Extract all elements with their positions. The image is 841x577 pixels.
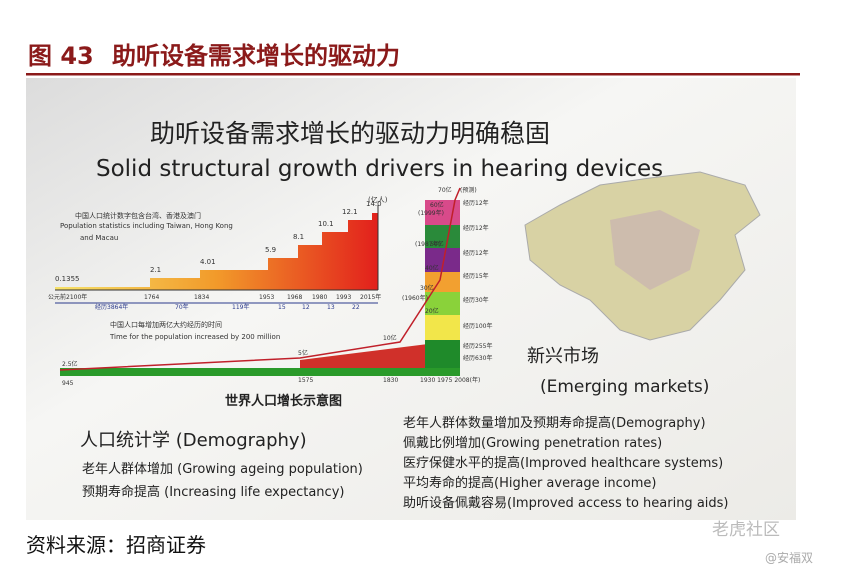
- interval-label: 13: [327, 304, 335, 311]
- level-label: 30亿: [420, 284, 434, 292]
- level-label: 20亿: [425, 307, 439, 315]
- year-label: 1830: [383, 377, 398, 384]
- map-label-en: (Emerging markets): [540, 377, 709, 397]
- value-label: 2.1: [150, 266, 161, 274]
- title-rule: [26, 73, 800, 76]
- start-label: (1987年): [415, 240, 441, 248]
- demography-item: 预期寿命提高 (Increasing life expectancy): [82, 484, 344, 500]
- interval-label: 12: [302, 304, 310, 311]
- level-label: 40亿: [425, 264, 439, 272]
- value-label: 0.1355: [55, 275, 80, 283]
- year-label: 1953: [259, 294, 274, 301]
- year-label: 1575: [298, 377, 313, 384]
- column-segment: [425, 292, 460, 315]
- growth-curve: [59, 187, 461, 371]
- chart-note: 中国人口统计数字包含台湾、香港及澳门: [75, 211, 201, 220]
- figure-title: 助听设备需求增长的驱动力: [112, 42, 400, 70]
- value-label: 10.1: [318, 220, 334, 228]
- band: [60, 368, 460, 376]
- duration-label: 经历255年: [463, 342, 492, 350]
- demography-item: 老年人群体增加 (Growing ageing population): [82, 462, 363, 477]
- year-label: 1980: [312, 294, 327, 301]
- map-region: [610, 210, 700, 290]
- level-label: 60亿: [430, 201, 444, 209]
- duration-label: 经历12年: [463, 199, 489, 207]
- interval-label: 22: [352, 304, 360, 311]
- start-label: (1960年): [402, 294, 428, 302]
- chart-note: and Macau: [80, 234, 118, 242]
- driver-item: 老年人群体数量增加及预期寿命提高(Demography): [403, 415, 706, 431]
- column-segment: [425, 315, 460, 340]
- column-segment: [425, 225, 460, 248]
- watermark-author: @安福双: [765, 550, 813, 565]
- year-label: 1834: [194, 294, 209, 301]
- year-label: 2015年: [360, 293, 381, 301]
- level-label: 10亿: [383, 334, 397, 342]
- duration-label: 经历630年: [463, 354, 492, 362]
- source: 资料来源：招商证券: [26, 533, 206, 557]
- figure-label: 图 43: [28, 42, 94, 70]
- world-chart: [59, 187, 461, 376]
- level-label: 50亿: [430, 240, 444, 248]
- chart-note: 中国人口每增加两亿大约经历的时间: [110, 320, 222, 329]
- value-label: 12.1: [342, 208, 358, 216]
- value-label: 4.01: [200, 258, 216, 266]
- value-label: 14.0: [366, 200, 382, 208]
- year-label: 1930 1975 2008(年): [420, 376, 480, 384]
- year-label: 1764: [144, 294, 159, 301]
- year-label: 945: [62, 380, 74, 387]
- year-label: 公元前2100年: [48, 293, 87, 301]
- driver-item: 医疗保健水平的提高(Improved healthcare systems): [403, 455, 723, 471]
- driver-item: 佩戴比例增加(Growing penetration rates): [403, 436, 662, 451]
- duration-label: 经历12年: [463, 249, 489, 257]
- chart-note: Time for the population increased by 200…: [109, 333, 280, 341]
- interval-label: 15: [278, 304, 286, 311]
- start-label: (1999年): [418, 209, 444, 217]
- watermark-brand: 老虎社区: [712, 520, 780, 540]
- slide-title-en: Solid structural growth drivers in heari…: [96, 156, 663, 182]
- year-label: 1993: [336, 294, 351, 301]
- interval-label: 119年: [232, 303, 249, 311]
- slide-title-cn: 助听设备需求增长的驱动力明确稳固: [150, 119, 550, 148]
- duration-label: 经历15年: [463, 272, 489, 280]
- unit: (亿人): [368, 195, 388, 204]
- value-label: 8.1: [293, 233, 304, 241]
- level-label: 2.5亿: [62, 360, 78, 368]
- column-segment: [425, 340, 460, 368]
- chart-note: Population statistics including Taiwan, …: [60, 222, 233, 230]
- duration-label: 经历100年: [463, 322, 492, 330]
- world-caption: 世界人口增长示意图: [225, 393, 342, 409]
- demography-title: 人口统计学 (Demography): [80, 430, 307, 451]
- value-label: 5.9: [265, 246, 276, 254]
- band: [300, 340, 460, 368]
- map-label-cn: 新兴市场: [527, 346, 599, 367]
- level-label: 5亿: [298, 349, 308, 357]
- duration-label: 经历30年: [463, 296, 489, 304]
- driver-item: 平均寿命的提高(Higher average income): [403, 475, 656, 491]
- interval-label: 70年: [175, 303, 189, 311]
- year-label: 1968: [287, 294, 302, 301]
- level-label: 70亿: [438, 186, 452, 194]
- column-segment: [425, 272, 460, 292]
- duration-label: 经历12年: [463, 224, 489, 232]
- population-chart: [55, 205, 379, 304]
- driver-item: 助听设备佩戴容易(Improved access to hearing aids…: [403, 495, 729, 511]
- interval-label: 经历3864年: [95, 303, 128, 311]
- forecast: (预测): [460, 186, 477, 194]
- population-area: [55, 213, 378, 290]
